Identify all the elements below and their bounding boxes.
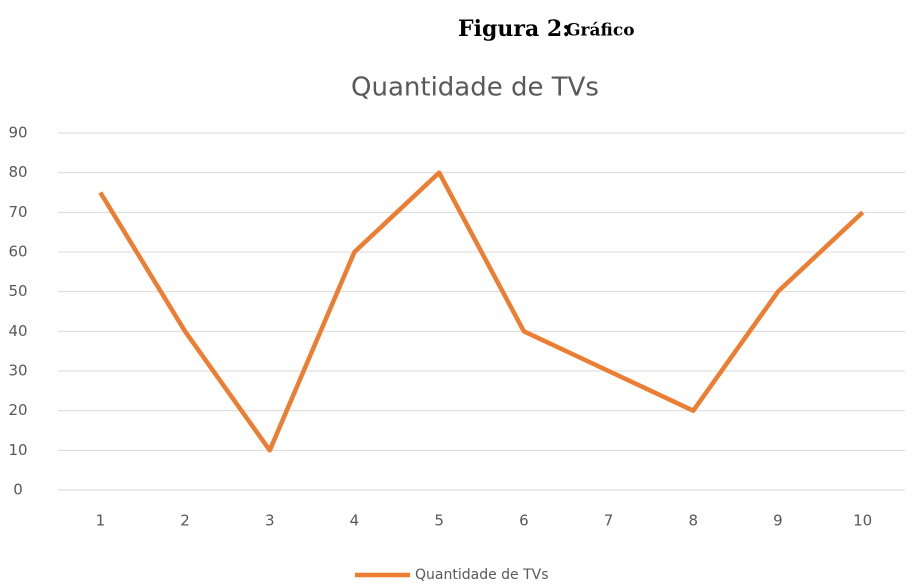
y-tick-label: 50 [8, 282, 27, 300]
x-tick-label: 8 [688, 512, 698, 530]
x-tick-label: 7 [604, 512, 614, 530]
legend-label: Quantidade de TVs [415, 567, 549, 583]
y-tick-label: 80 [8, 163, 27, 181]
y-tick-label: 90 [8, 124, 27, 142]
x-tick-label: 2 [180, 512, 190, 530]
x-tick-label: 9 [773, 512, 783, 530]
y-tick-label: 30 [8, 362, 27, 380]
caption-label: Figura 2: [458, 16, 570, 42]
y-tick-label: 20 [8, 401, 27, 419]
x-tick-label: 6 [519, 512, 529, 530]
y-tick-label: 70 [8, 203, 27, 221]
y-tick-label: 40 [8, 322, 27, 340]
y-tick-label: 10 [8, 441, 27, 459]
y-tick-label: 0 [13, 481, 23, 499]
x-tick-label: 5 [434, 512, 444, 530]
line [98, 170, 865, 453]
x-tick-label: 1 [96, 512, 106, 530]
x-tick-label: 10 [853, 512, 872, 530]
x-tick-label: 4 [350, 512, 360, 530]
x-tick-label: 3 [265, 512, 275, 530]
chart-title: Quantidade de TVs [351, 73, 599, 103]
caption-text: Gráfico [566, 21, 635, 41]
y-tick-label: 60 [8, 243, 27, 261]
